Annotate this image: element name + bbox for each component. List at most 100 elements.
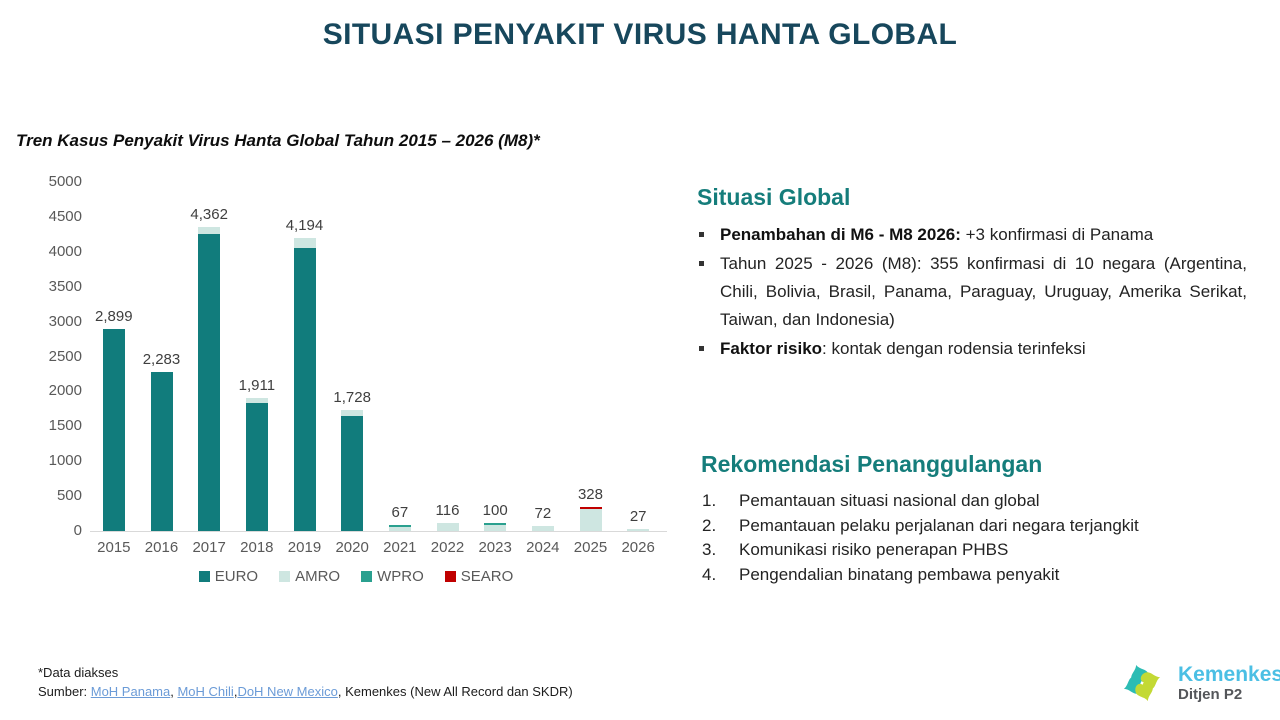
bullet-regular-text: Tahun 2025 - 2026 (M8): 355 konfirmasi d…	[720, 254, 1247, 329]
link-moh-chili[interactable]: MoH Chili	[177, 684, 234, 699]
bar-segment-amro	[484, 525, 507, 531]
separator: ,	[233, 684, 238, 699]
bullet-regular-text: +3 konfirmasi di Panama	[960, 225, 1154, 244]
kemenkes-clover-icon	[1121, 662, 1163, 704]
x-tick-label: 2016	[144, 539, 179, 556]
bar-value-label: 116	[435, 501, 460, 519]
kemenkes-logo: Kemenkes Ditjen P2	[1112, 652, 1280, 714]
bar-value-label: 4,362	[190, 205, 228, 223]
y-tick-label: 1500	[48, 417, 82, 435]
x-tick-label: 2017	[192, 539, 226, 556]
bullet-square-icon	[699, 261, 704, 266]
bar-segment-euro	[150, 371, 173, 531]
legend-swatch-icon	[444, 571, 456, 582]
bullet-item: Faktor risiko: kontak dengan rodensia te…	[697, 335, 1247, 363]
logo-brand-text: Kemenkes	[1178, 662, 1280, 686]
y-tick-label: 4000	[48, 242, 82, 260]
bar-segment-amro	[341, 410, 364, 416]
bar-value-label: 2,899	[95, 307, 133, 325]
y-tick-label: 3500	[48, 277, 82, 295]
bar-segment-amro	[198, 226, 221, 234]
y-tick-label: 0	[73, 522, 82, 539]
rekomendasi-list: 1. Pemantauan situasi nasional dan globa…	[702, 489, 1247, 587]
bar-segment-wpro	[484, 523, 507, 526]
x-tick-label: 2018	[240, 539, 274, 556]
y-tick-label: 5000	[48, 173, 82, 190]
bar-segment-amro	[436, 522, 459, 531]
list-item: 1. Pemantauan situasi nasional dan globa…	[702, 489, 1247, 514]
list-number: 3.	[702, 540, 717, 559]
bar-value-label: 2,283	[142, 350, 181, 368]
x-tick-label: 2015	[97, 539, 131, 556]
situasi-global-heading: Situasi Global	[697, 184, 851, 210]
y-tick-label: 2500	[48, 347, 82, 365]
list-item: 2. Pemantauan pelaku perjalanan dari neg…	[702, 514, 1247, 539]
bullet-regular-text: : kontak dengan rodensia terinfeksi	[822, 339, 1086, 358]
source-suffix: Kemenkes (New All Record dan SKDR)	[345, 684, 573, 699]
bar-segment-wpro	[388, 525, 411, 528]
bullet-square-icon	[699, 232, 704, 237]
bar-value-label: 1,728	[333, 389, 371, 407]
legend-item-wpro: WPRO	[361, 568, 424, 585]
bar-segment-amro	[245, 397, 268, 404]
list-text: Pemantauan pelaku perjalanan dari negara…	[739, 515, 1139, 535]
bar-segment-amro	[579, 508, 602, 531]
separator: ,	[170, 684, 178, 699]
link-doh-new-mexico[interactable]: DoH New Mexico	[237, 684, 338, 699]
x-tick-label: 2024	[526, 539, 560, 556]
bullet-item: Penambahan di M6 - M8 2026: +3 konfirmas…	[697, 221, 1247, 249]
x-tick-label: 2025	[573, 539, 608, 556]
bar-value-label: 328	[577, 485, 603, 503]
bar-segment-amro	[627, 529, 650, 531]
bar-segment-euro	[293, 248, 316, 531]
list-text: Pengendalian binatang pembawa penyakit	[739, 564, 1060, 584]
x-tick-label: 2023	[478, 539, 512, 556]
legend-label: SEARO	[460, 568, 514, 585]
bar-chart: 0 500 1000 1500 2000 2500 3000 3500 4000 4500 5000…	[40, 172, 672, 597]
y-tick-label: 1000	[48, 452, 82, 470]
y-tick-label: 2000	[48, 382, 82, 400]
bar-segment-amro	[388, 527, 411, 531]
rekomendasi-heading: Rekomendasi Penanggulangan	[701, 451, 1043, 477]
x-axis-line	[90, 531, 667, 532]
legend-item-amro: AMRO	[279, 568, 340, 585]
bar-segment-euro	[198, 233, 221, 531]
x-tick-label: 2021	[383, 539, 417, 556]
logo-sub-text: Ditjen P2	[1178, 685, 1243, 703]
list-item: 4. Pengendalian binatang pembawa penyaki…	[702, 563, 1247, 588]
bar-value-label: 27	[629, 508, 647, 525]
y-tick-label: 4500	[48, 207, 82, 225]
list-number: 4.	[702, 564, 717, 584]
chart-legend: EURO AMRO WPRO SEARO	[40, 568, 672, 585]
bullet-bold-text: Penambahan di M6 - M8 2026:	[720, 225, 961, 244]
footer-note: *Data diakses	[38, 665, 119, 680]
bar-value-label: 72	[534, 504, 552, 522]
link-moh-panama[interactable]: MoH Panama	[90, 684, 171, 699]
bar-segment-searo	[579, 506, 602, 509]
bullet-square-icon	[699, 346, 704, 351]
list-number: 2.	[702, 515, 717, 535]
y-tick-label: 500	[56, 487, 82, 505]
bullet-item: Tahun 2025 - 2026 (M8): 355 konfirmasi d…	[697, 250, 1247, 334]
x-tick-label: 2020	[335, 539, 369, 556]
legend-swatch-icon	[279, 571, 291, 582]
source-prefix: Sumber:	[38, 684, 91, 699]
list-text: Komunikasi risiko penerapan PHBS	[739, 540, 1009, 559]
footer-source: *Data diakses Sumber: MoH Panama, MoH Ch…	[38, 663, 573, 701]
page-title: SITUASI PENYAKIT VIRUS HANTA GLOBAL	[322, 18, 958, 51]
legend-item-euro: EURO	[198, 568, 258, 585]
bar-segment-euro	[102, 328, 125, 531]
x-tick-label: 2019	[287, 539, 322, 556]
bar-value-label: 1,911	[238, 376, 276, 394]
bar-segment-euro	[245, 403, 268, 531]
footer-source-line: Sumber: MoH Panama, MoH Chili,DoH New Me…	[38, 682, 573, 701]
bar-segment-amro	[293, 238, 316, 249]
bar-value-label: 100	[482, 502, 508, 520]
bullet-bold-text: Faktor risiko	[720, 339, 823, 358]
list-text: Pemantauan situasi nasional dan global	[739, 491, 1040, 510]
bar-segment-amro	[531, 525, 554, 531]
chart-title: Tren Kasus Penyakit Virus Hanta Global T…	[16, 131, 540, 150]
separator: ,	[337, 684, 346, 699]
list-item: 3. Komunikasi risiko penerapan PHBS	[702, 538, 1247, 563]
bar-segment-euro	[341, 415, 364, 531]
